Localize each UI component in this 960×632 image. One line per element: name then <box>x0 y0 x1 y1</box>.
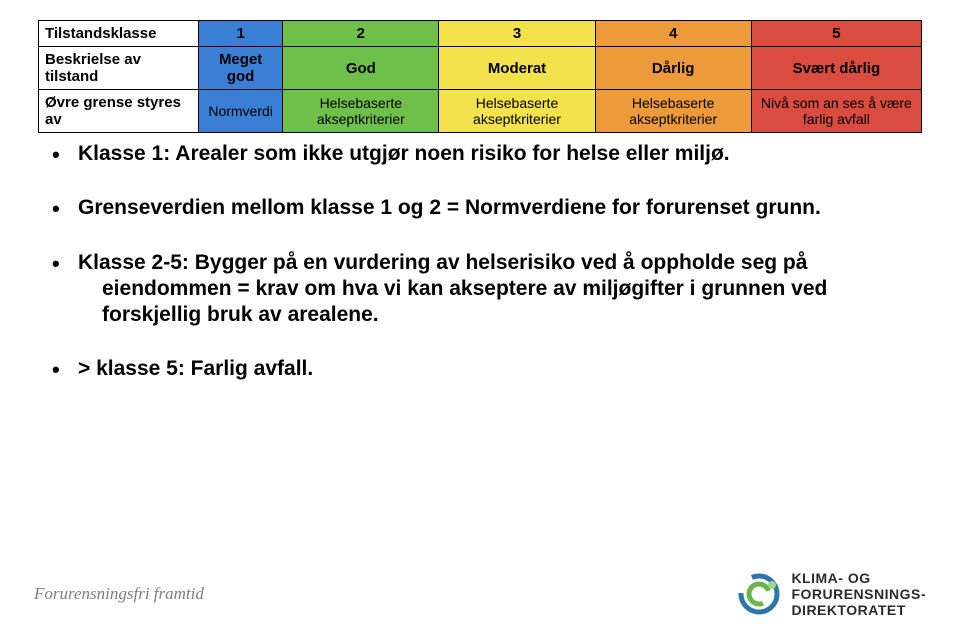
col-1-desc: Meget god <box>199 47 283 90</box>
bullet-3-main: Klasse 2-5: Bygger på en vurdering av he… <box>78 251 807 274</box>
col-2-num: 2 <box>283 21 439 47</box>
bullet-3: Klasse 2-5: Bygger på en vurdering av he… <box>52 250 922 329</box>
col-4-desc: Dårlig <box>595 47 751 90</box>
col-4-num: 4 <box>595 21 751 47</box>
col-3-limit: Helsebaserte akseptkriterier <box>439 90 595 133</box>
logo-line3: DIREKTORATET <box>791 602 905 618</box>
col-4-limit: Helsebaserte akseptkriterier <box>595 90 751 133</box>
bullet-3-sub1: eiendommen = krav om hva vi kan aksepter… <box>102 276 922 302</box>
col-5-limit: Nivå som an ses å være farlig avfall <box>751 90 921 133</box>
logo-text: KLIMA- OG FORURENSNINGS- DIREKTORATET <box>791 570 926 618</box>
logo: KLIMA- OG FORURENSNINGS- DIREKTORATET <box>737 570 926 618</box>
col-3-num: 3 <box>439 21 595 47</box>
col-5-num: 5 <box>751 21 921 47</box>
col-5-desc: Svært dårlig <box>751 47 921 90</box>
col-1-num: 1 <box>199 21 283 47</box>
logo-line1: KLIMA- OG <box>791 570 870 586</box>
rowhead-klasse: Tilstandsklasse <box>39 21 199 47</box>
col-3-desc: Moderat <box>439 47 595 90</box>
bullet-2: Grenseverdien mellom klasse 1 og 2 = Nor… <box>52 195 922 221</box>
logo-line2: FORURENSNINGS- <box>791 586 926 602</box>
footer: Forurensningsfri framtid KLIMA- OG FORUR… <box>0 570 960 618</box>
tilstandsklasse-table: Tilstandsklasse 1 2 3 4 5 Beskrielse av … <box>38 20 922 133</box>
col-2-limit: Helsebaserte akseptkriterier <box>283 90 439 133</box>
col-2-desc: God <box>283 47 439 90</box>
bullet-4: > klasse 5: Farlig avfall. <box>52 356 922 382</box>
tagline: Forurensningsfri framtid <box>34 584 204 604</box>
klif-logo-icon <box>737 572 781 616</box>
bullet-list: Klasse 1: Arealer som ikke utgjør noen r… <box>38 141 922 383</box>
bullet-3-sub2: forskjellig bruk av arealene. <box>102 302 922 328</box>
bullet-1: Klasse 1: Arealer som ikke utgjør noen r… <box>52 141 922 167</box>
col-1-limit: Normverdi <box>199 90 283 133</box>
rowhead-beskrivelse: Beskrielse av tilstand <box>39 47 199 90</box>
rowhead-grense: Øvre grense styres av <box>39 90 199 133</box>
